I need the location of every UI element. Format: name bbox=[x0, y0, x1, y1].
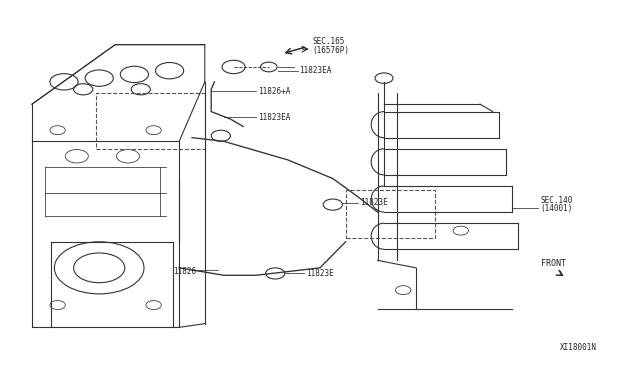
Text: 11826: 11826 bbox=[173, 267, 196, 276]
Text: SEC.140: SEC.140 bbox=[541, 196, 573, 205]
Text: SEC.165: SEC.165 bbox=[312, 37, 345, 46]
Text: (14001): (14001) bbox=[541, 204, 573, 213]
Bar bbox=[96, 93, 205, 149]
Bar bbox=[346, 190, 435, 238]
Text: 11823E: 11823E bbox=[306, 269, 333, 278]
Text: (16576P): (16576P) bbox=[312, 46, 349, 55]
Text: 11823E: 11823E bbox=[360, 198, 388, 207]
Text: XI18001N: XI18001N bbox=[560, 343, 597, 352]
Text: 11826+A: 11826+A bbox=[258, 87, 291, 96]
Text: 11823EA: 11823EA bbox=[258, 113, 291, 122]
Text: 11823EA: 11823EA bbox=[300, 65, 332, 74]
Text: FRONT: FRONT bbox=[541, 259, 566, 268]
